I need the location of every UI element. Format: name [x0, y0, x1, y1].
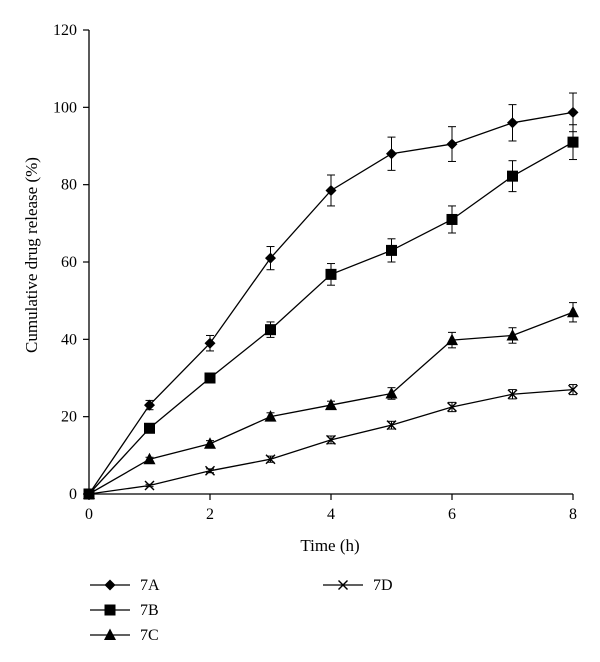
series-7D: [84, 384, 578, 499]
legend: 7A 7B 7C 7D: [90, 577, 393, 644]
data-point: [144, 399, 155, 411]
data-point: [567, 106, 579, 118]
data-point: [326, 434, 336, 445]
legend-item-7A: 7A: [90, 577, 160, 594]
data-point: [447, 402, 457, 412]
data-point: [204, 372, 216, 384]
x-tick-label: 6: [448, 506, 456, 523]
data-point: [507, 170, 518, 182]
data-point: [325, 184, 337, 196]
data-point: [386, 420, 397, 431]
data-point: [144, 422, 155, 434]
x-tick-label: 0: [85, 506, 93, 523]
y-tick-label: 120: [53, 22, 77, 39]
legend-label: 7D: [373, 577, 393, 594]
data-point: [568, 384, 578, 395]
data-point: [205, 465, 215, 476]
data-point: [204, 337, 216, 349]
y-tick-label: 40: [61, 331, 77, 348]
y-tick-label: 20: [61, 409, 77, 426]
data-point: [84, 489, 94, 499]
series-7B: [83, 124, 579, 500]
data-point: [325, 268, 337, 280]
legend-marker: [104, 628, 116, 640]
data-point: [265, 324, 276, 336]
data-point: [446, 333, 458, 346]
series-7A: [83, 92, 579, 500]
x-tick-label: 4: [327, 506, 335, 523]
y-tick-label: 80: [61, 177, 77, 194]
data-point: [507, 389, 518, 400]
y-tick-label: 60: [61, 254, 77, 271]
legend-marker: [104, 604, 116, 616]
data-point: [265, 454, 276, 465]
legend-item-7C: 7C: [90, 627, 159, 644]
axes: 0 20 40 60 80 100 120 0 2 4 6 8: [53, 22, 577, 523]
legend-marker: [338, 580, 348, 590]
data-point: [507, 117, 518, 129]
data-point: [144, 480, 155, 491]
y-tick-label: 0: [69, 486, 77, 503]
data-point: [386, 148, 397, 160]
legend-marker: [104, 579, 116, 591]
data-point: [446, 138, 458, 150]
data-point: [204, 437, 216, 449]
legend-label: 7C: [140, 627, 159, 644]
legend-label: 7A: [140, 577, 160, 594]
data-point: [567, 305, 579, 318]
legend-label: 7B: [140, 602, 159, 619]
y-axis-label: Cumulative drug release (%): [22, 157, 41, 353]
legend-item-7B: 7B: [90, 602, 159, 619]
y-tick-label: 100: [53, 99, 77, 116]
data-point: [446, 213, 458, 225]
x-axis-label: Time (h): [300, 536, 359, 555]
data-point: [264, 410, 277, 422]
data-point: [325, 398, 337, 411]
series-7C: [83, 302, 579, 499]
data-point: [265, 252, 276, 264]
series-layer: [83, 92, 579, 500]
x-tick-label: 8: [569, 506, 577, 523]
data-point: [567, 136, 579, 148]
x-tick-label: 2: [206, 506, 214, 523]
data-point: [143, 452, 156, 465]
data-point: [506, 328, 519, 341]
data-point: [386, 244, 397, 256]
data-point: [385, 386, 398, 399]
legend-item-7D: 7D: [323, 577, 393, 594]
